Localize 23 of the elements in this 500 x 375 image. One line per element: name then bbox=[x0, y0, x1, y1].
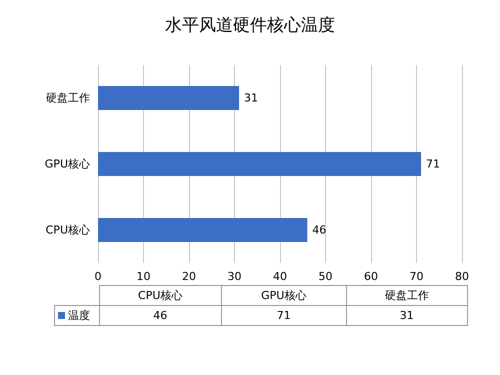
x-tick-label: 80 bbox=[455, 270, 469, 283]
x-tick-label: 0 bbox=[94, 270, 102, 283]
x-tick-label: 50 bbox=[318, 270, 332, 283]
text: 71 bbox=[221, 306, 346, 326]
legend-label: 温度 bbox=[54, 306, 99, 326]
chart-title: 水平风道硬件核心温度 bbox=[165, 16, 335, 36]
text: 46 bbox=[99, 306, 222, 326]
x-tick-label: 10 bbox=[136, 270, 150, 283]
x-tick-label: 40 bbox=[273, 270, 287, 283]
x-tick-label: 60 bbox=[364, 270, 378, 283]
x-tick-label: 70 bbox=[410, 270, 424, 283]
x-tick-label: 20 bbox=[182, 270, 196, 283]
y-tick-label: GPU核心 bbox=[44, 158, 90, 170]
category-label: CPU核心 bbox=[138, 289, 182, 302]
category-label: 硬盘工作 bbox=[384, 289, 429, 302]
data-label: 31 bbox=[244, 92, 258, 104]
category-label: GPU核心 bbox=[261, 289, 306, 302]
text: 31 bbox=[346, 306, 468, 326]
data-label: 46 bbox=[312, 224, 326, 236]
y-tick-label: 硬盘工作 bbox=[46, 92, 90, 104]
x-tick-label: 30 bbox=[228, 270, 242, 283]
data-label: 71 bbox=[426, 158, 440, 170]
y-tick-label: CPU核心 bbox=[46, 224, 90, 236]
